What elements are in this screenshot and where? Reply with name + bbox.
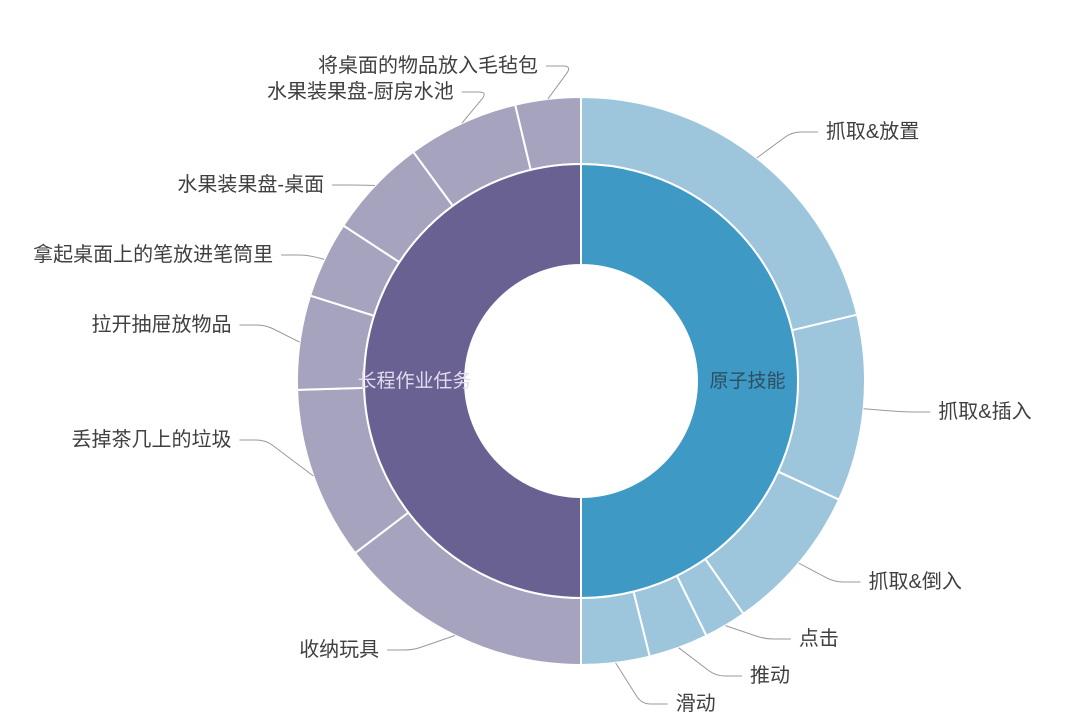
svg-text:长程作业任务: 长程作业任务 xyxy=(357,370,471,392)
svg-text:拉开抽屉放物品: 拉开抽屉放物品 xyxy=(92,313,232,336)
svg-text:拿起桌面上的笔放进笔筒里: 拿起桌面上的笔放进笔筒里 xyxy=(33,242,273,266)
svg-text:丢掉茶几上的垃圾: 丢掉茶几上的垃圾 xyxy=(72,428,232,451)
svg-text:推动: 推动 xyxy=(750,664,790,687)
svg-text:原子技能: 原子技能 xyxy=(709,370,785,392)
svg-text:水果装果盘-桌面: 水果装果盘-桌面 xyxy=(177,173,324,196)
svg-text:滑动: 滑动 xyxy=(676,692,716,715)
svg-text:抓取&放置: 抓取&放置 xyxy=(826,120,919,143)
svg-text:抓取&插入: 抓取&插入 xyxy=(938,400,1031,423)
svg-text:收纳玩具: 收纳玩具 xyxy=(299,638,379,661)
svg-text:点击: 点击 xyxy=(799,627,839,650)
svg-text:抓取&倒入: 抓取&倒入 xyxy=(869,570,962,593)
svg-text:将桌面的物品放入毛毡包: 将桌面的物品放入毛毡包 xyxy=(318,54,538,77)
svg-text:水果装果盘-厨房水池: 水果装果盘-厨房水池 xyxy=(267,80,454,103)
